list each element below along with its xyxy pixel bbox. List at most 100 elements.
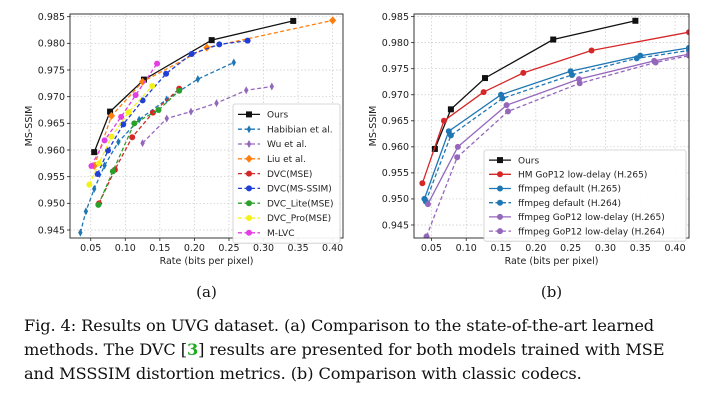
charta-ytick-label-8: 0.985 — [38, 12, 65, 23]
chartb-xtick-label-1: 0.10 — [456, 243, 477, 254]
chartb-point-ours-4 — [632, 17, 639, 24]
chartb-legend-label-ours: Ours — [518, 156, 539, 166]
charta-legend-marker-ours — [246, 111, 252, 118]
charta-line-dvc-lite-mse — [97, 90, 180, 206]
charta-line-habibian-et-al — [79, 61, 235, 233]
charta-point-liu-et-al-1 — [107, 111, 116, 120]
chartb-xtick-label-6: 0.35 — [630, 243, 651, 254]
charta-legend-marker-dvc-lite-mse — [246, 200, 252, 207]
caption-line-1: Fig. 4: Results on UVG dataset. (a) Comp… — [24, 316, 704, 335]
charta-xtick-label-1: 0.10 — [115, 243, 136, 254]
charta-point-dvc-lite-mse-0 — [95, 201, 102, 208]
chartb-ticks: 0.05 0.10 0.15 0.20 0.25 0.30 0.35 0.40 0.945 0.9… — [382, 12, 686, 254]
chartb-point-ffmpeg-gop12-low-delay-h-264-4 — [652, 59, 659, 66]
chartb-xlabel: Rate (bits per pixel) — [505, 256, 599, 267]
chartb-point-ffmpeg-default-h-264-3 — [569, 71, 576, 78]
charta-point-wu-et-al-5 — [269, 82, 275, 91]
chartb-line-hm-gop12-low-delay-h-265 — [421, 31, 689, 184]
chartb-line-ffmpeg-default-h-265 — [423, 47, 689, 200]
charta-point-wu-et-al-2 — [188, 107, 194, 116]
chartb-legend-label-ffmpeg-gop12-low-delay-h-265: ffmpeg GoP12 low-delay (H.265) — [518, 213, 665, 223]
charta-point-dvc-lite-mse-4 — [176, 87, 183, 94]
chartb-point-ffmpeg-gop12-low-delay-h-265-1 — [454, 143, 461, 150]
chartb-point-ours-1 — [447, 106, 454, 113]
charta-point-ours-1 — [107, 108, 114, 115]
chartb-ytick-label-5: 0.970 — [382, 90, 409, 101]
charta-xtick-label-2: 0.15 — [149, 243, 170, 254]
chartb-xtick-label-7: 0.40 — [664, 243, 685, 254]
charta-series-m-lvc — [88, 60, 161, 169]
chartb-ytick-label-6: 0.975 — [382, 64, 409, 75]
chartb-point-hm-gop12-low-delay-h-265-0 — [419, 180, 426, 187]
charta-point-habibian-et-al-0 — [78, 228, 83, 237]
chartb-legend-marker-ours — [497, 157, 503, 164]
charta-ytick-label-3: 0.960 — [38, 145, 65, 156]
chartb-point-ffmpeg-gop12-low-delay-h-265-0 — [424, 201, 431, 208]
chartb-legend-marker-ffmpeg-default-h-265 — [497, 185, 503, 192]
charta-point-ours-4 — [290, 17, 297, 24]
charta-xtick-label-5: 0.30 — [253, 243, 274, 254]
charta-point-dvc-ms-ssim-4 — [163, 70, 170, 77]
charta-xtick-label-6: 0.35 — [287, 243, 308, 254]
charta-legend-label-liu-et-al: Liu et al. — [267, 155, 306, 165]
charta-point-habibian-et-al-3 — [102, 161, 107, 170]
charta-point-dvc-ms-ssim-1 — [105, 147, 112, 154]
charta-point-dvc-lite-mse-2 — [131, 120, 138, 127]
chartb-legend-label-ffmpeg-default-h-265: ffmpeg default (H.265) — [518, 185, 621, 195]
charta-series-wu-et-al — [140, 82, 275, 148]
charta-ticks: 0.05 0.10 0.15 0.20 0.25 0.30 0.35 0.40 0.945 0.9… — [38, 12, 343, 254]
charta-point-habibian-et-al-5 — [136, 115, 142, 124]
chartb-series-ours — [431, 17, 639, 152]
charta-point-habibian-et-al-1 — [83, 207, 89, 216]
chartb-series-hm-gop12-low-delay-h-265 — [419, 29, 689, 187]
charta-frame — [69, 13, 344, 239]
charta-legend-label-dvc-ms-ssim: DVC(MS-SSIM) — [267, 185, 332, 195]
charta-line-dvc-mse — [98, 88, 180, 204]
chartb-point-ffmpeg-gop12-low-delay-h-265-2 — [503, 102, 510, 109]
charta-point-wu-et-al-4 — [244, 86, 249, 95]
charta-point-m-lvc-2 — [118, 113, 125, 120]
chartb-legend-label-hm-gop12-low-delay-h-265: HM GoP12 low-delay (H.265) — [518, 171, 647, 181]
chartb-legend: Ours HM GoP12 low-delay (H.265) ffmpeg def… — [483, 149, 687, 242]
caption-text-2a: methods. The DVC [ — [24, 340, 187, 359]
chartb-point-ffmpeg-default-h-264-2 — [499, 95, 506, 102]
chartb-ytick-label-2: 0.955 — [382, 168, 409, 179]
charta-legend-box — [232, 103, 341, 244]
charta-point-m-lvc-4 — [154, 60, 161, 67]
charta-point-habibian-et-al-7 — [195, 75, 201, 84]
chartb-point-hm-gop12-low-delay-h-265-3 — [520, 69, 527, 76]
chartb-ytick-label-3: 0.960 — [382, 142, 409, 153]
citation-link[interactable]: 3 — [186, 340, 199, 359]
charta-ytick-label-4: 0.965 — [38, 119, 65, 130]
charta-xtick-label-4: 0.25 — [218, 243, 239, 254]
charta-series-habibian-et-al — [78, 58, 236, 237]
chartb-point-hm-gop12-low-delay-h-265-2 — [480, 89, 487, 96]
charta-legend-label-habibian-et-al: Habibian et al. — [267, 125, 333, 135]
chartb-point-ffmpeg-gop12-low-delay-h-264-5 — [686, 52, 689, 59]
charta-point-dvc-pro-mse-0 — [86, 181, 93, 188]
charta-legend-marker-wu-et-al — [246, 140, 252, 148]
charta-ytick-label-5: 0.970 — [38, 92, 65, 103]
chartb-xtick-label-0: 0.05 — [421, 243, 442, 254]
chartb-point-hm-gop12-low-delay-h-265-4 — [588, 47, 595, 54]
charta-point-dvc-mse-2 — [129, 134, 136, 141]
charta-point-dvc-pro-mse-3 — [125, 109, 132, 116]
charta-legend-marker-dvc-ms-ssim — [246, 185, 252, 192]
charta-point-liu-et-al-3 — [203, 43, 211, 52]
chartb-point-ffmpeg-gop12-low-delay-h-264-3 — [576, 80, 583, 87]
chart-b: 0.05 0.10 0.15 0.20 0.25 0.30 0.35 0.40 0.945 0.9… — [368, 12, 690, 301]
charta-point-dvc-lite-mse-1 — [109, 168, 116, 175]
charta-legend-label-dvc-mse: DVC(MSE) — [267, 170, 312, 180]
chartb-series-ffmpeg-default-h-265 — [421, 44, 689, 202]
charta-point-wu-et-al-0 — [140, 139, 145, 148]
chartb-ytick-label-7: 0.980 — [382, 38, 409, 49]
charta-legend-label-m-lvc: M-LVC — [267, 229, 294, 239]
charta-legend-label-dvc-pro-mse: DVC_Pro(MSE) — [267, 214, 331, 224]
subplot-b: 0.05 0.10 0.15 0.20 0.25 0.30 0.35 0.40 0.945 0.9… — [358, 0, 716, 312]
chartb-legend-label-ffmpeg-default-h-264: ffmpeg default (H.264) — [518, 199, 621, 209]
chartb-legend-marker-hm-gop12-low-delay-h-265 — [497, 171, 503, 178]
charta-ytick-label-2: 0.955 — [38, 172, 65, 183]
chartb-point-ffmpeg-default-h-264-4 — [633, 55, 640, 62]
caption-text-2b: ] results are presented for both models … — [198, 340, 665, 359]
charta-xtick-label-0: 0.05 — [80, 243, 101, 254]
